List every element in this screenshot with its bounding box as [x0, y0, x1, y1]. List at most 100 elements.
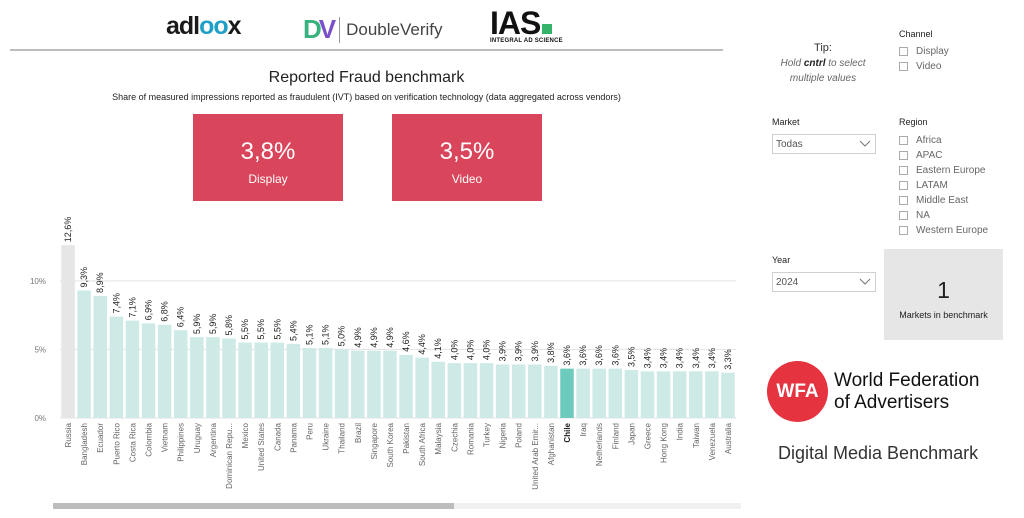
market-slicer-title: Market: [772, 117, 800, 127]
digital-media-benchmark-label: Digital Media Benchmark: [778, 443, 979, 463]
checkbox[interactable]: [899, 211, 908, 220]
data-label: 5,1%: [304, 325, 314, 346]
data-label: 3,9%: [498, 341, 508, 362]
bar: [495, 364, 510, 418]
x-tick-label: Poland: [515, 423, 524, 448]
kpi-display-value: 3,8%: [240, 138, 296, 165]
x-tick-label: South Korea: [386, 422, 395, 467]
bar: [157, 324, 172, 418]
data-label: 3,4%: [659, 348, 669, 369]
bar: [93, 295, 107, 418]
x-tick-label: Thailand: [338, 423, 347, 454]
checkbox[interactable]: [899, 62, 908, 71]
x-tick-label: Argentina: [209, 422, 218, 457]
kpi-display-card: 3,8% Display: [193, 114, 343, 201]
x-tick-label: Venezuela: [708, 422, 717, 460]
data-label: 3,6%: [562, 345, 572, 366]
x-tick-label: Colombia: [145, 422, 154, 456]
x-tick-label: Peru: [305, 423, 314, 440]
x-tick-label: Japan: [627, 423, 636, 445]
region-option-eastern-europe[interactable]: Eastern Europe: [899, 163, 988, 178]
checkbox[interactable]: [899, 47, 908, 56]
bar: [334, 349, 349, 418]
data-label: 4,1%: [433, 338, 443, 359]
checkbox[interactable]: [899, 181, 908, 190]
x-tick-label: Canada: [273, 422, 282, 451]
bar: [318, 348, 333, 418]
bar: [689, 371, 703, 418]
data-label: 5,5%: [272, 319, 282, 340]
data-label: 5,4%: [288, 320, 298, 341]
data-label: 3,4%: [691, 348, 701, 369]
x-tick-label: Brazil: [354, 423, 363, 443]
y-tick-label: 5%: [34, 345, 46, 354]
bar: [286, 343, 301, 418]
ias-logo: IAS INTEGRAL AD SCIENCE: [490, 5, 563, 44]
data-label: 4,4%: [417, 334, 427, 355]
data-label: 6,9%: [144, 300, 154, 321]
x-tick-label: Romania: [466, 422, 475, 455]
kpi-display-label: Display: [248, 172, 288, 186]
bar: [672, 371, 687, 418]
x-tick-label: Puerto Rico: [112, 422, 121, 464]
markets-label: Markets in benchmark: [899, 310, 988, 320]
bar: [705, 371, 719, 418]
checkbox[interactable]: [899, 226, 908, 235]
adloox-logo: adloox: [166, 12, 242, 40]
chevron-down-icon: [859, 278, 871, 285]
x-tick-label: Costa Rica: [128, 422, 137, 462]
x-tick-label: Russia: [64, 422, 73, 447]
data-label: 3,4%: [675, 348, 685, 369]
region-option-apac[interactable]: APAC: [899, 148, 988, 163]
bar: [222, 338, 236, 418]
x-tick-label: Philippines: [177, 423, 186, 462]
dv-mark-v: V: [318, 14, 336, 44]
region-option-western-europe[interactable]: Western Europe: [899, 223, 988, 238]
data-label: 4,0%: [449, 340, 459, 361]
x-tick-label: United Arab Emir...: [531, 423, 540, 490]
data-label: 7,4%: [111, 293, 121, 314]
region-option-latam[interactable]: LATAM: [899, 178, 988, 193]
doubleverify-logo: DV DoubleVerify: [303, 14, 443, 45]
checkbox[interactable]: [899, 151, 908, 160]
market-dropdown[interactable]: Todas: [772, 134, 876, 154]
data-label: 4,0%: [465, 340, 475, 361]
bar: [254, 342, 268, 418]
bar: [270, 342, 285, 418]
channel-option-video[interactable]: Video: [899, 59, 949, 74]
region-slicer-title: Region: [899, 117, 928, 127]
region-option-africa[interactable]: Africa: [899, 133, 988, 148]
year-slicer-title: Year: [772, 255, 791, 265]
data-label: 3,4%: [642, 348, 652, 369]
checkbox[interactable]: [899, 136, 908, 145]
header-divider: [10, 49, 723, 51]
year-dropdown[interactable]: 2024: [772, 272, 876, 292]
year-slicer: Year 2024: [772, 255, 876, 292]
checkbox[interactable]: [899, 166, 908, 175]
chart-scrollbar-thumb[interactable]: [53, 503, 454, 509]
bar: [399, 354, 413, 418]
x-tick-label: Ecuador: [96, 423, 105, 453]
bar: [125, 320, 140, 418]
kpi-video-value: 3,5%: [439, 138, 495, 165]
region-option-middle-east[interactable]: Middle East: [899, 193, 988, 208]
x-tick-label: Bangladesh: [80, 423, 89, 465]
data-label: 7,1%: [127, 297, 137, 318]
channel-slicer-title: Channel: [899, 29, 933, 39]
region-option-na[interactable]: NA: [899, 208, 988, 223]
bar: [109, 316, 124, 418]
x-tick-label: Uruguay: [193, 423, 202, 453]
bar: [640, 371, 655, 418]
x-tick-label: Pakistan: [402, 423, 411, 454]
checkbox[interactable]: [899, 196, 908, 205]
region-slicer: Region Africa APAC Eastern Europe LATAM …: [899, 117, 988, 238]
kpi-video-label: Video: [451, 172, 483, 186]
channel-option-display[interactable]: Display: [899, 44, 949, 59]
data-label: 5,1%: [321, 325, 331, 346]
data-label: 12,6%: [63, 217, 73, 243]
bar: [173, 330, 188, 418]
dv-mark-d: D: [303, 14, 322, 44]
bar: [206, 337, 220, 418]
x-tick-label: Mexico: [241, 422, 250, 448]
bar: [479, 363, 494, 418]
